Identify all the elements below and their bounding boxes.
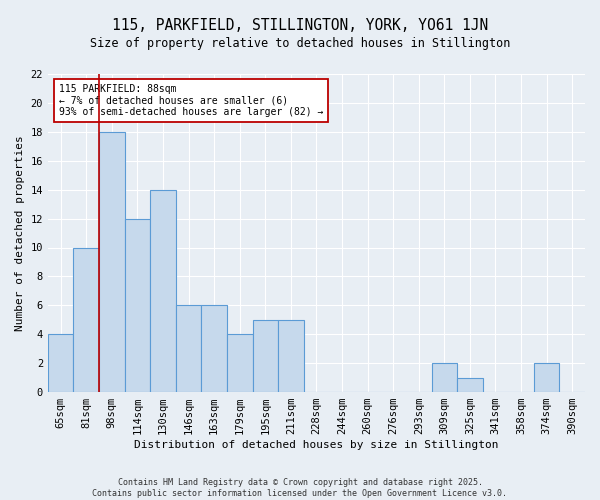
Bar [202,306,227,392]
Text: 115, PARKFIELD, STILLINGTON, YORK, YO61 1JN: 115, PARKFIELD, STILLINGTON, YORK, YO61 … [112,18,488,32]
Bar [431,363,457,392]
Y-axis label: Number of detached properties: Number of detached properties [15,135,25,331]
Text: Size of property relative to detached houses in Stillington: Size of property relative to detached ho… [90,38,510,51]
Bar [457,378,482,392]
Bar [150,190,176,392]
Bar [73,248,99,392]
Text: 115 PARKFIELD: 88sqm
← 7% of detached houses are smaller (6)
93% of semi-detache: 115 PARKFIELD: 88sqm ← 7% of detached ho… [59,84,323,116]
Bar [534,363,559,392]
Bar [253,320,278,392]
Bar [176,306,202,392]
Bar [278,320,304,392]
Bar [227,334,253,392]
Text: Contains HM Land Registry data © Crown copyright and database right 2025.
Contai: Contains HM Land Registry data © Crown c… [92,478,508,498]
Bar [99,132,125,392]
X-axis label: Distribution of detached houses by size in Stillington: Distribution of detached houses by size … [134,440,499,450]
Bar [48,334,73,392]
Bar [125,218,150,392]
